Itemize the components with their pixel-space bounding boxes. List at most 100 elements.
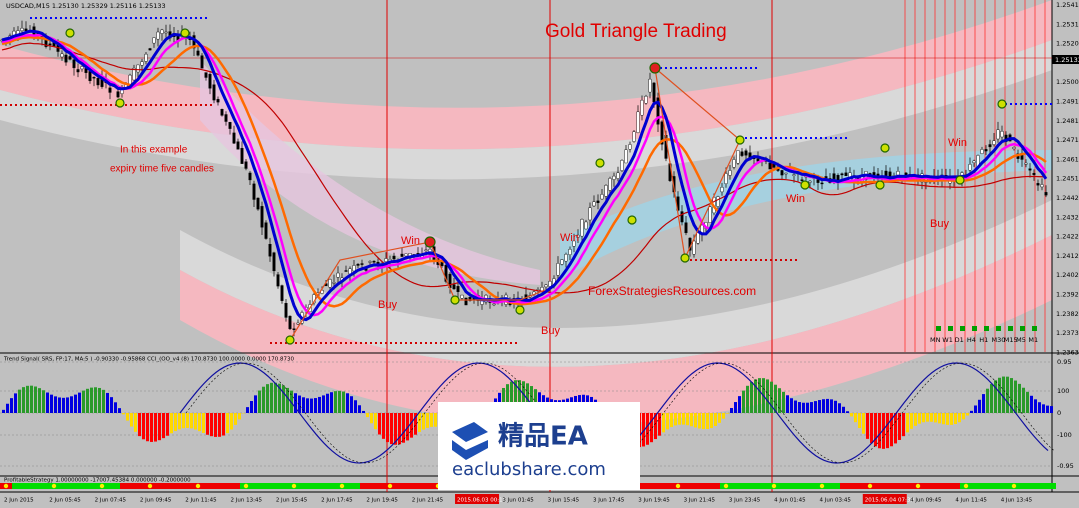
candle-body: [240, 148, 244, 164]
candle-body: [264, 222, 268, 239]
site-label: ForexStrategiesResources.com: [588, 284, 756, 298]
logo-icon: [452, 422, 488, 460]
candle-body: [992, 140, 996, 145]
strategy-segment: [744, 483, 756, 489]
tf-marker: [984, 326, 989, 331]
strategy-segment: [84, 483, 96, 489]
strategy-segment: [684, 483, 696, 489]
candle-body: [452, 284, 456, 290]
histogram-bar: [694, 413, 697, 428]
time-label: 2 Jun 2015: [4, 498, 34, 504]
histogram-bar: [126, 413, 129, 421]
candle-body: [464, 297, 468, 306]
histogram-bar: [962, 413, 965, 420]
candle-body: [296, 322, 300, 325]
candle-body: [984, 149, 988, 152]
level-label: 0.95: [1057, 358, 1071, 366]
tf-marker: [1020, 326, 1025, 331]
price-label: 1.23730: [1056, 329, 1079, 337]
strategy-dot: [1011, 483, 1017, 489]
candle-body: [492, 303, 496, 306]
price-label: 1.25310: [1056, 20, 1079, 28]
histogram-bar: [62, 397, 65, 413]
timeframe: D1: [955, 336, 964, 344]
strategy-dot: [243, 483, 249, 489]
price-label: 1.24320: [1056, 213, 1079, 221]
histogram-bar: [370, 413, 373, 424]
strategy-segment: [72, 483, 84, 489]
histogram-bar: [862, 413, 865, 434]
histogram-bar: [302, 397, 305, 413]
histogram-bar: [750, 381, 753, 413]
tf-marker: [960, 326, 965, 331]
price-label: 1.23925: [1056, 291, 1079, 299]
candle-body: [400, 253, 404, 257]
price-label: 1.25410: [1056, 1, 1079, 9]
histogram-bar: [390, 413, 393, 445]
candle-body: [252, 183, 256, 200]
histogram-bar: [534, 389, 537, 413]
histogram-bar: [142, 413, 145, 440]
histogram-bar: [514, 380, 517, 413]
candle-body: [332, 282, 336, 284]
time-label: 2 Jun 05:45: [49, 498, 81, 504]
candle-body: [808, 180, 812, 183]
histogram-bar: [174, 413, 177, 432]
histogram-bar: [842, 406, 845, 413]
histogram-bar: [814, 401, 817, 413]
candle-body: [460, 294, 464, 299]
time-label: 2 Jun 09:45: [140, 498, 172, 504]
time-label: 3 Jun 21:45: [684, 498, 716, 504]
candle-body: [684, 222, 688, 234]
signal-dot: [880, 143, 890, 153]
histogram-bar: [266, 384, 269, 413]
pink-band: [180, 235, 1052, 426]
strategy-segment: [708, 483, 720, 489]
strategy-dot: [963, 483, 969, 489]
candle-body: [76, 69, 80, 73]
histogram-bar: [94, 387, 97, 413]
strategy-segment: [348, 483, 360, 489]
signal-dot: [800, 180, 810, 190]
candle-body: [556, 263, 560, 276]
time-label: 2 Jun 11:45: [185, 498, 217, 504]
time-highlight: [862, 494, 907, 504]
candle-body: [1036, 183, 1040, 186]
histogram-bar: [834, 400, 837, 413]
triangle: [289, 241, 546, 341]
time-highlight: [455, 494, 500, 504]
signal-dot: [735, 135, 745, 145]
candle-body: [680, 211, 684, 223]
histogram-bar: [818, 400, 821, 413]
histogram-bar: [1050, 406, 1053, 413]
price-label: 1.24125: [1056, 252, 1079, 260]
histogram-bar: [802, 402, 805, 413]
signal-dot: [115, 98, 125, 108]
histogram-bar: [86, 388, 89, 413]
candle-body: [888, 171, 892, 177]
histogram-bar: [206, 413, 209, 435]
candle-body: [560, 259, 564, 265]
histogram-bar: [822, 399, 825, 413]
histogram-bar: [338, 390, 341, 413]
candle-body: [372, 260, 376, 263]
time-label: 2015.06.03 00:15: [457, 498, 507, 504]
signal-dot: [955, 175, 965, 185]
strategy-dot: [867, 483, 873, 489]
histogram-bar: [434, 413, 437, 427]
histogram-bar: [662, 413, 665, 433]
histogram-bar: [138, 413, 141, 437]
histogram-bar: [254, 395, 257, 413]
strategy-segment: [1032, 483, 1044, 489]
price-label: 1.24910: [1056, 98, 1079, 106]
candle-body: [616, 172, 620, 179]
timeframe: W1: [942, 336, 953, 344]
histogram-bar: [286, 387, 289, 413]
candle-body: [728, 170, 732, 176]
histogram-bar: [258, 390, 261, 413]
strategy-dot: [195, 483, 201, 489]
histogram-bar: [330, 392, 333, 413]
strategy-dot: [915, 483, 921, 489]
histogram-bar: [646, 413, 649, 445]
brand: 精品EA: [498, 422, 588, 452]
